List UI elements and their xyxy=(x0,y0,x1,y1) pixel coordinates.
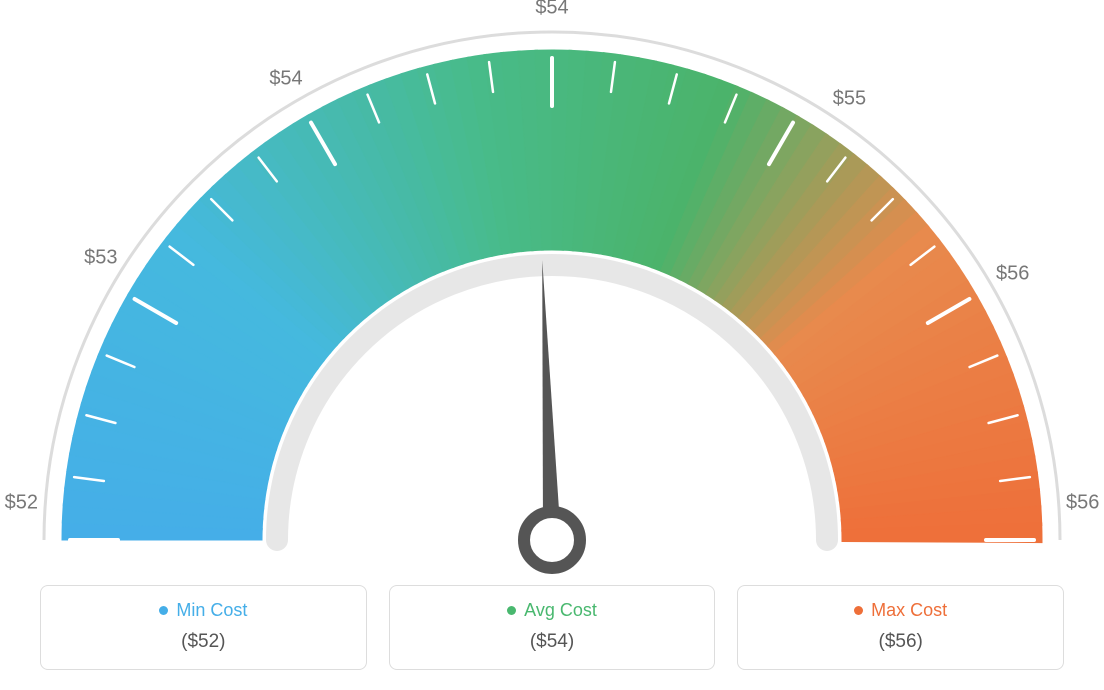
legend-card-max: Max Cost ($56) xyxy=(737,585,1064,670)
legend-dot-icon xyxy=(854,606,863,615)
legend-card-min: Min Cost ($52) xyxy=(40,585,367,670)
legend-title-max: Max Cost xyxy=(854,600,947,621)
gauge-tick-label: $56 xyxy=(996,263,1029,286)
legend-label: Min Cost xyxy=(176,600,247,621)
gauge-tick-label: $54 xyxy=(269,68,302,91)
gauge-tick-label: $55 xyxy=(833,87,866,110)
gauge-tick-label: $54 xyxy=(535,0,568,20)
legend-dot-icon xyxy=(507,606,516,615)
legend-title-min: Min Cost xyxy=(159,600,247,621)
legend-label: Max Cost xyxy=(871,600,947,621)
gauge-tick-label: $53 xyxy=(84,247,117,270)
gauge-tick-label: $56 xyxy=(1066,491,1099,514)
legend-value: ($52) xyxy=(51,631,356,653)
legend-value: ($56) xyxy=(748,631,1053,653)
chart-container: $52 $53 $54 $54 $55 $56 $56 Min Cost ($52) Avg… xyxy=(0,0,1104,690)
legend-row: Min Cost ($52) Avg Cost ($54) Max Cost (… xyxy=(40,585,1064,670)
legend-card-avg: Avg Cost ($54) xyxy=(389,585,716,670)
legend-dot-icon xyxy=(159,606,168,615)
gauge-tick-label: $52 xyxy=(5,491,38,514)
legend-title-avg: Avg Cost xyxy=(507,600,597,621)
legend-value: ($54) xyxy=(400,631,705,653)
gauge-chart: $52 $53 $54 $54 $55 $56 $56 xyxy=(0,0,1104,580)
legend-label: Avg Cost xyxy=(524,600,597,621)
